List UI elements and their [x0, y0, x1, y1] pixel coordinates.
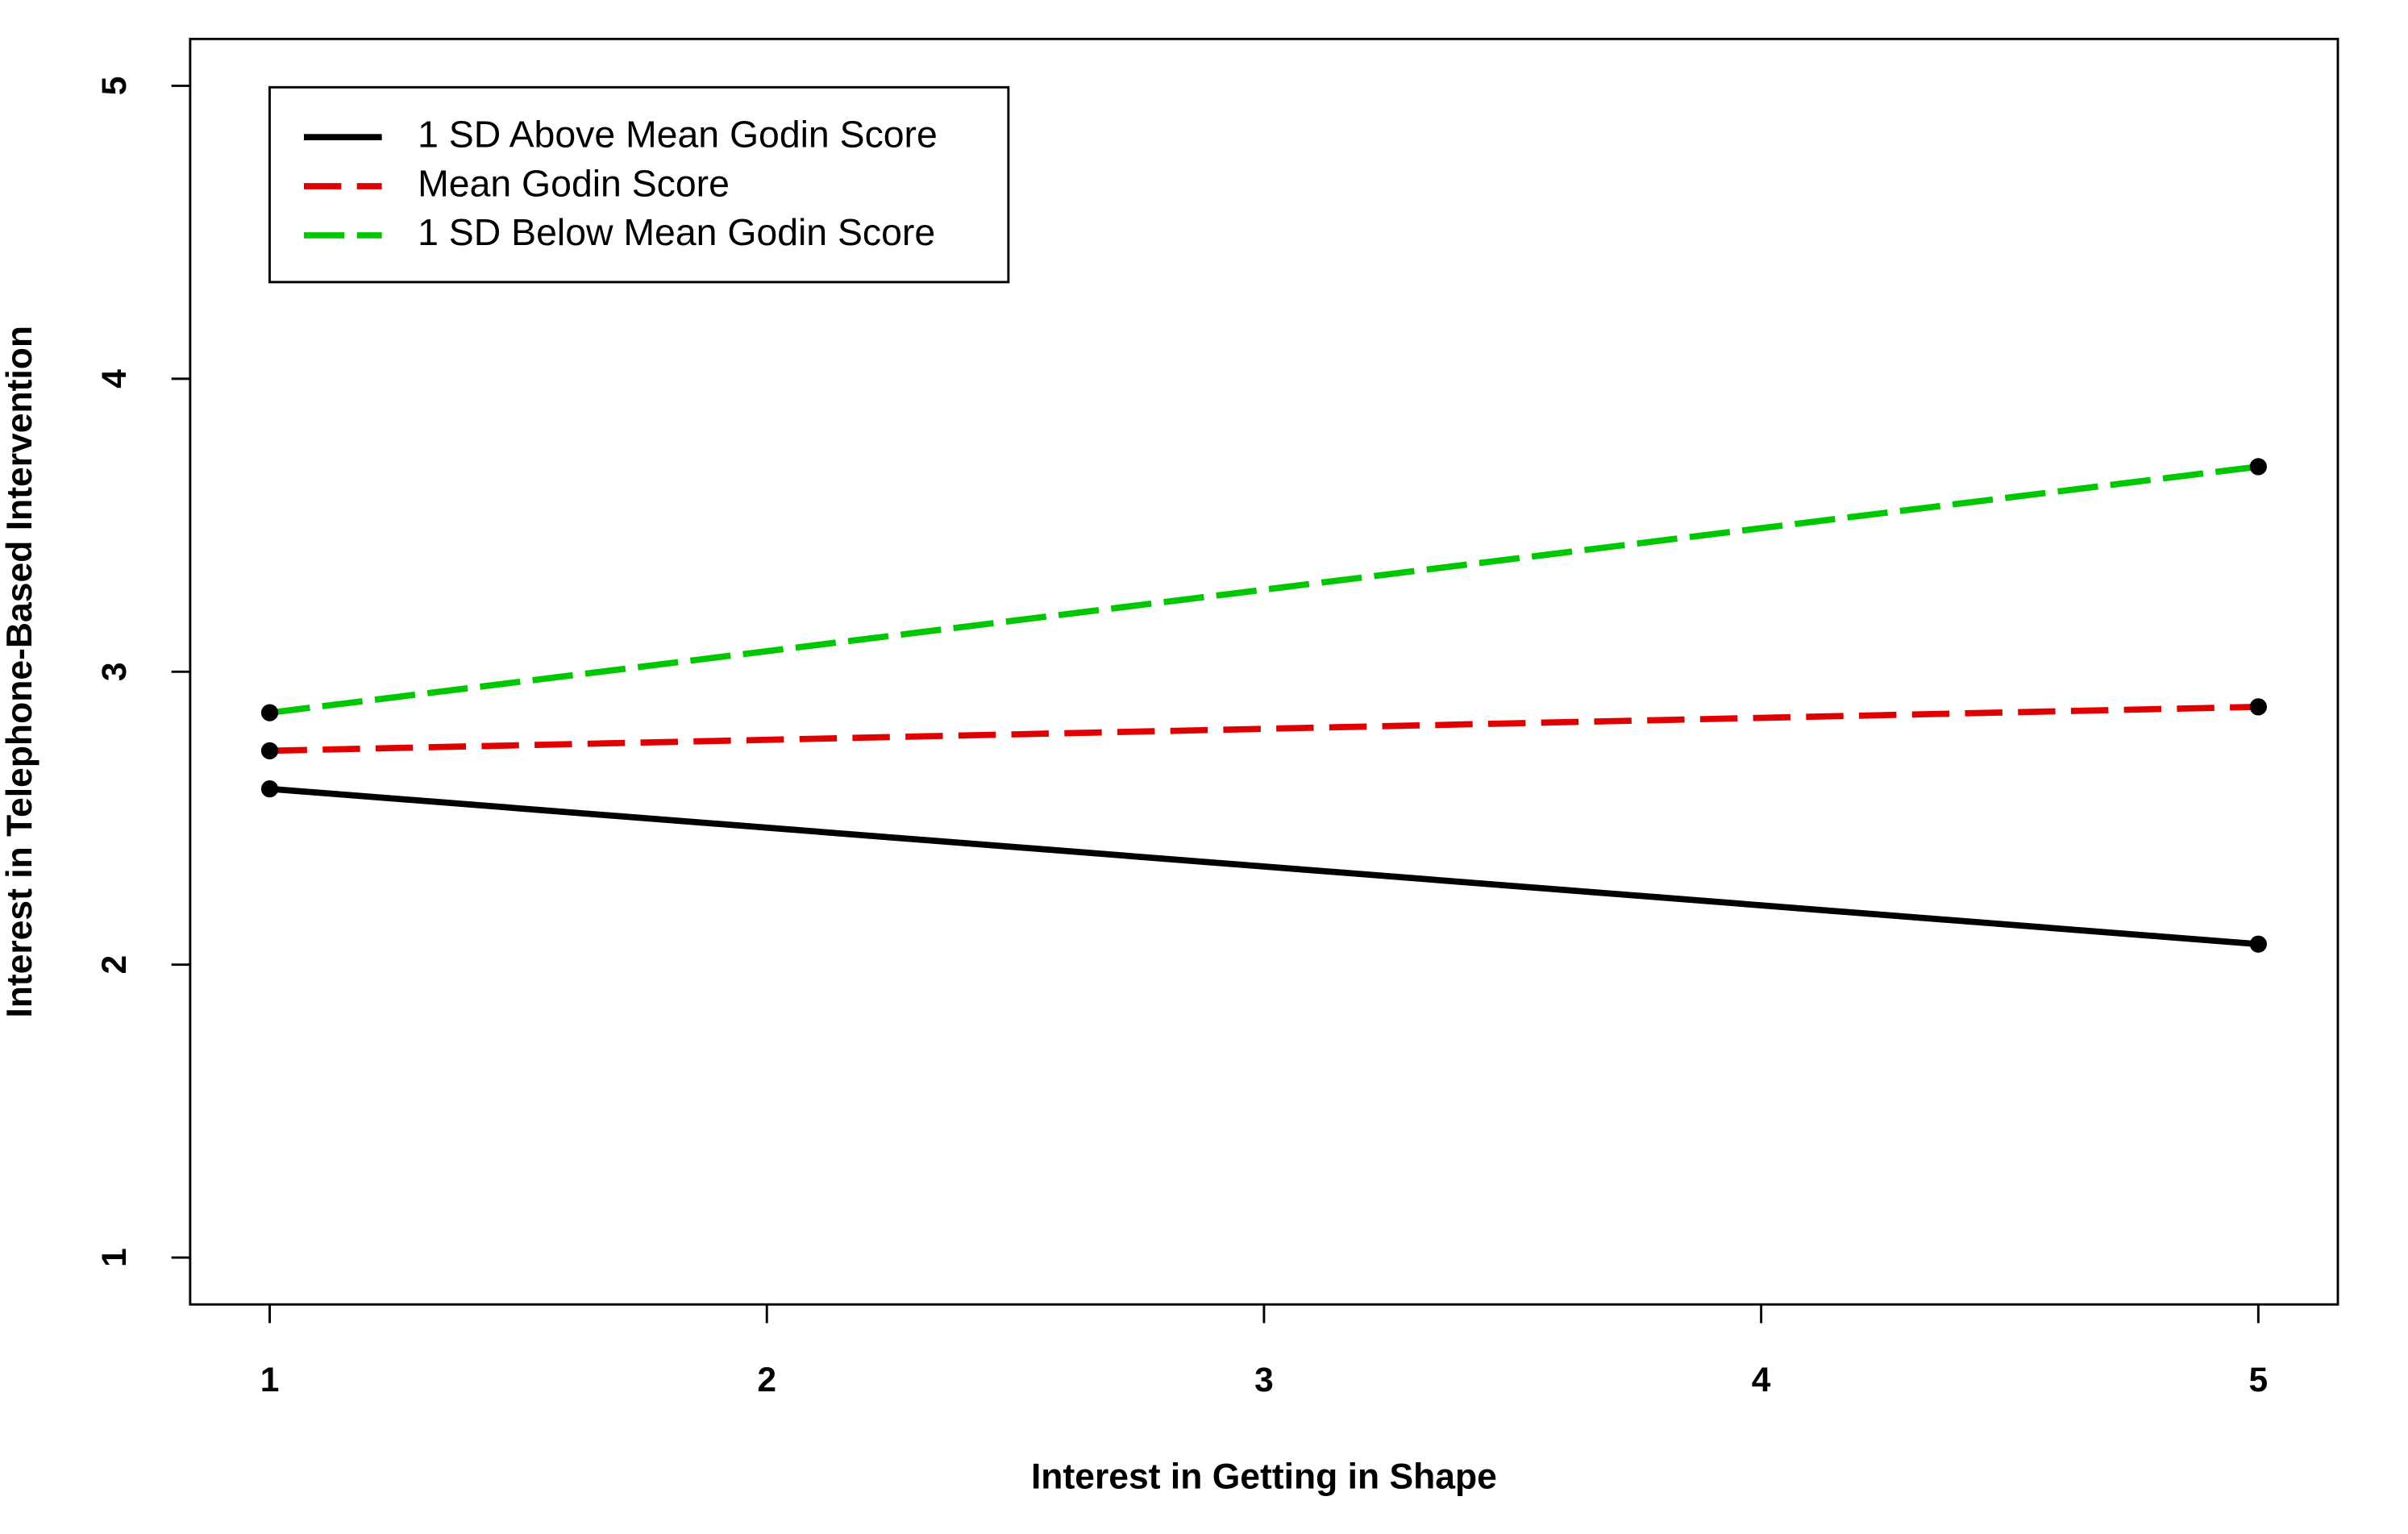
x-tick-label: 3 — [1254, 1361, 1274, 1399]
point — [260, 780, 279, 798]
legend-label: Mean Godin Score — [418, 162, 730, 204]
point — [260, 704, 279, 721]
point — [2249, 458, 2267, 476]
legend-label: 1 SD Below Mean Godin Score — [418, 211, 935, 253]
y-tick-label: 5 — [95, 77, 134, 96]
x-tick-label: 5 — [2249, 1361, 2269, 1399]
x-axis-title: Interest in Getting in Shape — [1031, 1457, 1497, 1497]
series-line — [269, 785, 2259, 948]
x-tick-label: 1 — [260, 1361, 280, 1399]
y-tick-label: 3 — [95, 662, 134, 681]
point — [260, 742, 279, 760]
point — [2249, 698, 2267, 716]
y-axis-title: Interest in Telephone-Based Intervention — [0, 326, 40, 1018]
point — [2249, 935, 2267, 953]
series-line — [269, 464, 2259, 716]
y-tick-label: 4 — [95, 369, 134, 389]
legend-box — [268, 85, 1010, 284]
x-tick-label: 2 — [757, 1361, 776, 1399]
x-tick-label: 4 — [1752, 1361, 1771, 1399]
y-tick-label: 1 — [95, 1248, 134, 1267]
series-line — [269, 704, 2259, 755]
legend-label: 1 SD Above Mean Godin Score — [418, 113, 938, 155]
y-tick-label: 2 — [95, 955, 134, 975]
